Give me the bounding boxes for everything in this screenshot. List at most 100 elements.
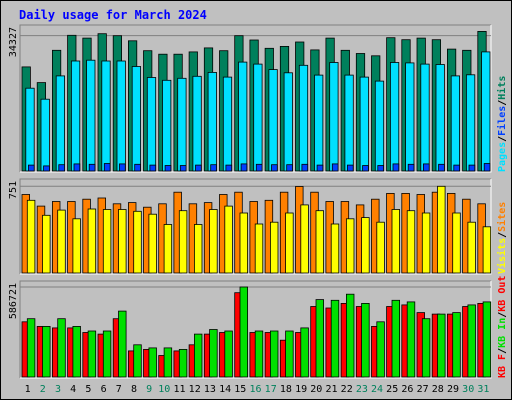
bar-visits-day-11	[178, 210, 188, 274]
bar-pages-day-3	[58, 164, 65, 172]
bar-files-day-10	[162, 79, 172, 172]
x-tick-label-day-15: 15	[234, 384, 246, 395]
legend-entry-pages: Pages	[497, 142, 508, 172]
bar-kb-in-day-15	[239, 286, 248, 378]
legend-entry-kb-f: KB F	[497, 354, 508, 378]
x-tick-label-day-16: 16	[249, 384, 261, 395]
bar-files-day-24	[374, 80, 385, 172]
x-tick-label-day-22: 22	[341, 384, 353, 395]
bar-pages-day-23	[362, 165, 369, 172]
bar-visits-day-5	[87, 208, 97, 274]
bar-kb-in-day-31	[482, 301, 492, 378]
x-tick-label-day-11: 11	[173, 384, 185, 395]
x-tick-label-day-30: 30	[462, 384, 474, 395]
bar-files-day-5	[86, 59, 96, 172]
bar-kb-in-day-20	[315, 299, 324, 378]
x-tick-label-day-5: 5	[85, 384, 91, 395]
bar-kb-in-day-19	[300, 327, 309, 378]
bar-pages-day-24	[377, 165, 384, 172]
bar-pages-day-1	[27, 164, 35, 172]
legend-entry-hits: Hits	[496, 76, 508, 100]
legend-entry-visits: Visits	[496, 238, 508, 274]
bar-files-day-20	[314, 74, 324, 172]
bar-kb-in-day-28	[437, 313, 446, 378]
bar-visits-day-17	[269, 221, 279, 274]
panel-requests-legend: Pages/Files/Hits	[496, 76, 508, 172]
x-tick-label-day-23: 23	[356, 384, 368, 395]
bar-pages-day-4	[73, 163, 81, 172]
bar-files-day-19	[298, 64, 309, 172]
x-tick-label-day-6: 6	[101, 384, 107, 395]
bar-files-day-8	[131, 66, 141, 172]
x-tick-label-day-8: 8	[131, 384, 137, 395]
bar-kb-in-day-7	[118, 310, 127, 378]
bar-kb-in-day-17	[269, 330, 279, 378]
bar-kb-in-day-30	[467, 304, 476, 378]
legend-entry--: /	[497, 348, 508, 354]
x-tick-label-day-3: 3	[55, 384, 61, 395]
bar-visits-day-31	[482, 226, 492, 274]
bar-pages-day-19	[301, 163, 309, 172]
legend-entry-sites: Sites	[496, 202, 508, 232]
bar-visits-day-30	[467, 221, 476, 274]
bar-kb-in-day-24	[376, 321, 385, 378]
bar-files-day-4	[71, 60, 81, 172]
legend-entry-kb-in: KB In	[497, 318, 508, 348]
bar-pages-day-22	[346, 164, 354, 172]
bar-files-day-16	[253, 63, 263, 172]
bar-files-day-3	[55, 75, 66, 172]
bar-kb-in-day-8	[133, 344, 142, 378]
bar-kb-in-day-13	[209, 329, 218, 378]
bar-kb-in-day-9	[148, 347, 157, 378]
bar-kb-in-day-22	[345, 293, 355, 378]
x-tick-label-day-21: 21	[325, 384, 337, 395]
x-tick-label-day-26: 26	[401, 384, 413, 395]
bar-pages-day-31	[483, 163, 491, 172]
bar-visits-day-24	[376, 221, 385, 274]
legend-entry--: /	[497, 232, 508, 238]
bar-pages-day-7	[119, 163, 126, 172]
bar-visits-day-8	[133, 210, 142, 274]
bar-visits-day-21	[330, 223, 340, 274]
bar-pages-day-20	[316, 164, 324, 172]
bar-kb-in-day-11	[178, 348, 188, 378]
bar-visits-day-10	[163, 224, 173, 274]
x-tick-label-day-18: 18	[280, 384, 292, 395]
bar-visits-day-22	[345, 218, 355, 274]
bar-visits-day-26	[406, 210, 416, 274]
bar-files-day-29	[450, 75, 461, 172]
bar-files-day-17	[268, 69, 278, 172]
panel-traffic-max-label: 586721	[8, 283, 19, 319]
x-axis-tick-labels: 1 2 3 4 5 6 7 8 9 10 11 12 13 14 15 16 17 18 19 20 21 22 23 24 2…	[25, 384, 490, 395]
bar-kb-in-day-23	[361, 302, 370, 378]
bar-pages-day-18	[286, 164, 293, 172]
bar-visits-day-6	[102, 209, 112, 274]
bar-pages-day-11	[179, 165, 187, 172]
bar-pages-day-10	[164, 165, 172, 172]
bar-pages-day-12	[195, 164, 202, 172]
bar-kb-in-day-27	[421, 318, 431, 378]
x-tick-label-day-7: 7	[116, 384, 122, 395]
legend-entry--: /	[497, 136, 508, 142]
x-tick-label-day-2: 2	[40, 384, 46, 395]
legend-entry-kb-out: KB Out	[497, 276, 508, 312]
bar-pages-day-5	[88, 163, 96, 172]
bar-visits-day-2	[42, 214, 51, 274]
x-tick-label-day-31: 31	[477, 384, 489, 395]
bar-visits-day-29	[452, 212, 461, 274]
x-tick-label-day-1: 1	[25, 384, 31, 395]
bar-visits-day-25	[391, 209, 400, 274]
panel-visitors: 751 Visits/Sites	[8, 178, 508, 275]
bar-kb-in-day-6	[102, 330, 112, 378]
bar-kb-in-day-26	[406, 301, 416, 378]
bar-visits-day-20	[315, 210, 324, 274]
bar-files-day-21	[329, 62, 339, 172]
bar-pages-day-13	[210, 164, 217, 172]
x-tick-label-day-19: 19	[295, 384, 307, 395]
bar-files-day-2	[40, 98, 50, 172]
x-tick-label-day-25: 25	[386, 384, 398, 395]
bar-pages-day-26	[407, 163, 415, 172]
bar-files-day-31	[481, 51, 491, 172]
bar-files-day-30	[465, 74, 476, 172]
bar-pages-day-30	[468, 164, 476, 172]
